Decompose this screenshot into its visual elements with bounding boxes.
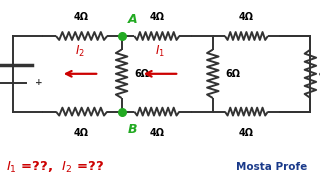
Text: 6Ω: 6Ω: [134, 69, 149, 79]
Text: Mosta Profe: Mosta Profe: [236, 162, 307, 172]
Text: $\mathit{I_1}$: $\mathit{I_1}$: [155, 44, 165, 59]
Text: 4Ω: 4Ω: [239, 128, 254, 138]
Text: 4Ω: 4Ω: [239, 12, 254, 22]
Text: $\mathit{I_2}$: $\mathit{I_2}$: [75, 44, 85, 59]
Text: 4Ω: 4Ω: [318, 69, 320, 79]
Text: +: +: [35, 78, 43, 87]
Text: A: A: [128, 13, 138, 26]
Text: B: B: [128, 123, 138, 136]
Text: 4Ω: 4Ω: [74, 12, 89, 22]
Text: 4Ω: 4Ω: [74, 128, 89, 138]
Text: 4Ω: 4Ω: [149, 12, 164, 22]
Text: 6Ω: 6Ω: [226, 69, 241, 79]
Text: 4Ω: 4Ω: [149, 128, 164, 138]
Text: $\mathit{I_1}$ =??,  $\mathit{I_2}$ =??: $\mathit{I_1}$ =??, $\mathit{I_2}$ =??: [6, 160, 104, 175]
